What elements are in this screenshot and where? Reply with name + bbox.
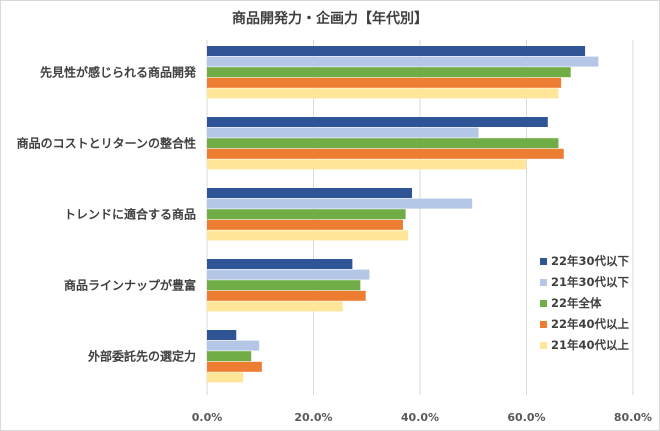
legend-label: 22年30代以下	[551, 254, 630, 268]
category-labels: 先見性が感じられる商品開発商品のコストとリターンの整合性トレンドに適合する商品商…	[17, 65, 197, 364]
x-tick-label: 0.0%	[192, 411, 223, 424]
category-label: 先見性が感じられる商品開発	[40, 65, 197, 80]
bar	[207, 148, 564, 159]
category-label: 商品ラインナップが豊富	[64, 278, 196, 293]
x-tick-label: 80.0%	[614, 411, 652, 424]
bar	[207, 67, 571, 78]
bar	[207, 138, 559, 149]
chart-title: 商品開発力・企画力【年代別】	[232, 11, 428, 27]
legend-swatch	[540, 279, 547, 286]
bar	[207, 351, 252, 362]
legend-label: 22年40代以上	[551, 317, 630, 331]
bar	[207, 88, 559, 99]
x-tick-label: 20.0%	[294, 411, 332, 424]
bar	[207, 198, 473, 209]
legend-swatch	[540, 300, 547, 307]
bar	[207, 269, 370, 280]
bar	[207, 127, 479, 138]
legend: 22年30代以下 21年30代以下 22年全体 22年40代以上 21年40代以上	[540, 254, 630, 352]
x-tick-label: 40.0%	[401, 411, 439, 424]
bar	[207, 330, 237, 340]
bar	[207, 77, 562, 88]
bar	[207, 372, 244, 383]
legend-swatch	[540, 342, 547, 349]
bar	[207, 56, 599, 67]
bar	[207, 159, 527, 170]
bar	[207, 280, 361, 291]
bar	[207, 230, 409, 241]
legend-label: 22年全体	[551, 296, 602, 310]
bar	[207, 259, 353, 269]
legend-swatch	[540, 321, 547, 328]
bar	[207, 209, 406, 220]
bar	[207, 188, 413, 198]
tick-labels: 0.0% 20.0% 40.0% 60.0% 80.0%	[192, 411, 652, 424]
bar	[207, 46, 586, 56]
bar	[207, 340, 260, 351]
legend-label: 21年40代以上	[551, 338, 630, 352]
category-label: 商品のコストとリターンの整合性	[17, 136, 196, 151]
bar	[207, 361, 262, 372]
bar	[207, 117, 548, 127]
bar	[207, 290, 366, 301]
legend-label: 21年30代以下	[551, 275, 630, 289]
legend-swatch	[540, 258, 547, 265]
category-label: トレンドに適合する商品	[64, 207, 196, 222]
x-tick-label: 60.0%	[507, 411, 545, 424]
bar-layer	[207, 46, 599, 383]
bar	[207, 219, 403, 230]
category-label: 外部委託先の選定力	[88, 349, 196, 364]
bar	[207, 301, 343, 312]
